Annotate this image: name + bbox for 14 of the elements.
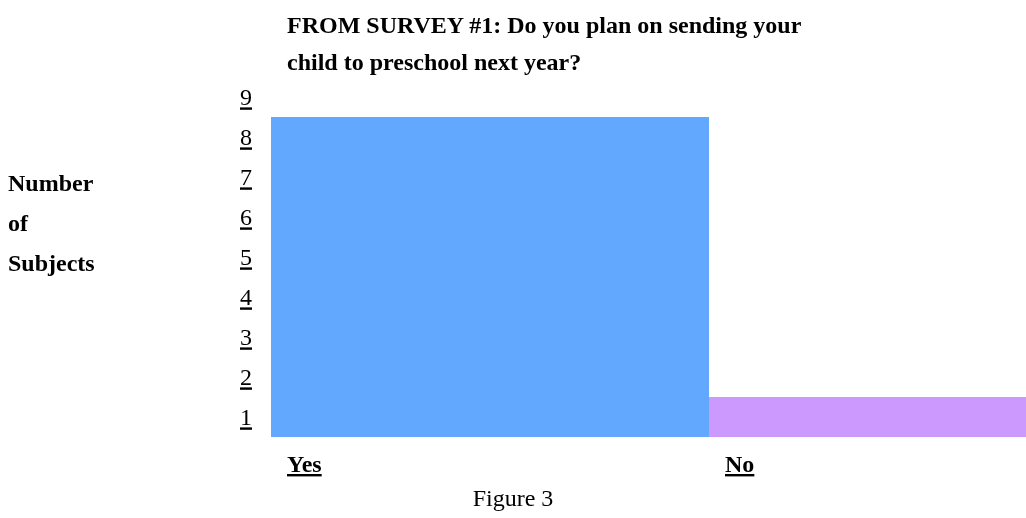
y-axis-title: Number of Subjects — [8, 170, 95, 276]
caption: Figure 3 — [472, 485, 554, 511]
chart-title: FROM SURVEY #1: Do you plan on sending your child to preschool next year? — [287, 12, 802, 75]
y-tick-label: 5 — [240, 244, 252, 271]
x-tick-label: No — [725, 451, 755, 477]
y-tick-label: 8 — [240, 124, 252, 151]
y-tick-label: 9 — [240, 84, 252, 111]
x-tick-label: Yes — [287, 451, 322, 477]
y-tick-label: 3 — [240, 324, 252, 351]
y-tick-label: 6 — [240, 204, 252, 231]
y-tick-label: 4 — [240, 284, 252, 311]
y-tick-label: 2 — [240, 364, 252, 391]
y-tick-label: 1 — [240, 404, 252, 431]
y-tick-label: 7 — [240, 164, 252, 191]
